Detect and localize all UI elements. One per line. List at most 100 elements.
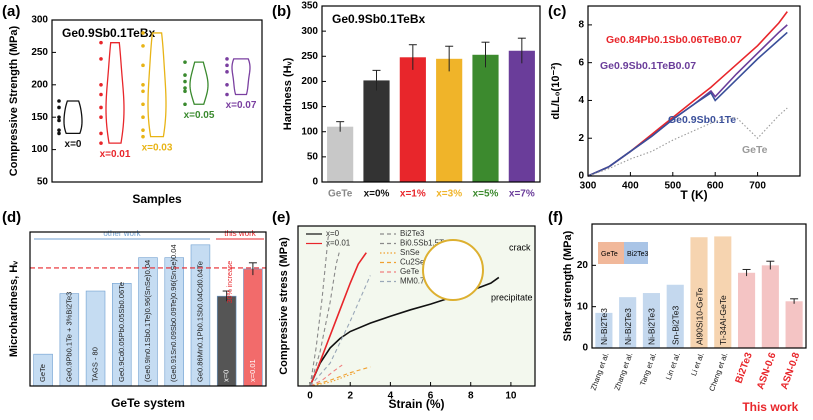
x-tick-label: 8 <box>468 391 474 402</box>
bar <box>761 265 779 348</box>
bar <box>737 272 756 348</box>
legend-label: GeTe <box>400 267 420 276</box>
y-tick-label: 200 <box>301 76 318 87</box>
data-point <box>99 83 103 87</box>
series-label: Ge0.9Sb0.1Te <box>668 114 736 126</box>
panel-label: (b) <box>272 3 291 20</box>
x-tick-label: Tang et al. <box>638 351 658 387</box>
x-tick-label: x=7% <box>509 189 535 200</box>
x-tick-label: 700 <box>749 181 766 192</box>
y-tick-label: 10 <box>577 301 589 312</box>
data-point <box>99 105 103 110</box>
bar <box>508 50 535 182</box>
x-tick-label: Zhang et al. <box>589 351 611 391</box>
legend-label: Bi0.5Sb1.5Te3 <box>400 239 453 248</box>
data-point <box>99 40 103 45</box>
violin <box>189 61 209 105</box>
bar-label: x=0.01 <box>248 359 257 382</box>
plot-frame <box>321 5 541 183</box>
x-tick-label: 300 <box>580 181 597 192</box>
data-point <box>57 105 61 110</box>
y-tick-label: 300 <box>301 26 318 37</box>
bar-label: Ge0.86Mn0.1Pb0.1Sb0.04Cd0.04Te <box>195 261 204 382</box>
y-tick-label: 100 <box>31 144 48 155</box>
x-tick-label: 2 <box>347 391 353 402</box>
y-axis-label: Microhardness, Hᵥ <box>8 260 20 357</box>
data-point <box>183 102 187 107</box>
line <box>587 31 788 177</box>
panel-label: (d) <box>2 209 21 226</box>
data-point <box>141 44 145 48</box>
annotation: precipitate <box>491 292 533 302</box>
x-tick-label: 600 <box>707 181 724 192</box>
series-label: x=0.03 <box>142 142 173 153</box>
series-label: x=0.05 <box>184 110 215 121</box>
series-label: Ge0.84Pb0.1Sb0.06TeB0.07 <box>606 34 742 46</box>
bar-label: Sn-Bi2Te3 <box>670 306 680 345</box>
x-tick-label: ASN-0.8 <box>779 351 803 391</box>
data-point <box>99 57 103 61</box>
data-point <box>141 63 145 68</box>
line <box>309 366 371 387</box>
chart-title: Ge0.9Sb0.1TeBx <box>62 26 155 40</box>
annotation: this work <box>224 229 257 238</box>
series-label: x=0 <box>65 139 82 150</box>
bar <box>642 293 661 348</box>
x-tick-label: 0 <box>307 391 313 402</box>
data-point <box>225 83 229 87</box>
plot-background <box>298 226 535 386</box>
panel-label: (c) <box>548 3 566 20</box>
bar <box>327 126 354 182</box>
panel-label: (a) <box>2 3 20 20</box>
annotation: other work <box>103 229 141 238</box>
x-axis-label: GeTe system <box>111 396 185 410</box>
data-point <box>183 79 187 84</box>
data-point <box>57 118 61 123</box>
bar <box>363 80 390 182</box>
y-tick-label: 6 <box>578 57 584 68</box>
x-tick-label: ASN-0.6 <box>755 351 779 391</box>
series-label: x=0.07 <box>226 100 257 111</box>
bar-label: Ni-Bi2Te3 <box>623 308 633 345</box>
y-tick-label: 8 <box>578 20 584 31</box>
bar <box>714 236 732 348</box>
bar-label: Ni-Bi2Te3 <box>647 308 657 345</box>
annotation: 30% increase <box>227 261 234 304</box>
data-point <box>225 92 229 97</box>
data-point <box>99 141 103 145</box>
y-tick-label: 100 <box>301 126 318 137</box>
line <box>309 252 340 387</box>
y-axis-label: Hardness (Hᵥ) <box>282 57 294 130</box>
x-tick-label: Bi2Te3 <box>734 351 755 385</box>
data-point <box>225 63 229 68</box>
plot-frame <box>591 223 807 349</box>
inset-right <box>624 242 648 264</box>
inset-label: GeTe <box>601 251 618 258</box>
data-point <box>183 73 187 77</box>
violin <box>231 58 251 96</box>
line <box>309 275 371 387</box>
data-point <box>57 115 61 119</box>
y-tick-label: 300 <box>31 15 48 26</box>
bar-label: Ge0.9Pb0.1Te + 3%Bi2Te3 <box>64 292 73 382</box>
y-tick-label: 50 <box>37 177 49 188</box>
panel-label: (e) <box>272 209 290 226</box>
data-point <box>141 83 145 87</box>
y-tick-label: 150 <box>301 101 318 112</box>
y-tick-label: 4 <box>578 95 584 106</box>
x-tick-label: Cheng et al. <box>707 351 729 392</box>
data-point <box>141 31 145 35</box>
x-tick-label: 10 <box>505 391 517 402</box>
data-point <box>57 131 61 136</box>
y-tick-label: 150 <box>31 112 48 123</box>
x-tick-label: 6 <box>428 391 434 402</box>
legend-label: SnSe <box>400 248 420 257</box>
legend-label: Cu2Se <box>400 258 425 267</box>
data-point <box>183 86 187 90</box>
plot-frame <box>29 231 267 387</box>
bar <box>472 54 499 182</box>
bar-label: (Ge0.91Sn0.09Sb0.09Te)0.96(SnSe)0.04 <box>169 244 178 382</box>
y-axis-label: dL/L₀(10⁻³) <box>550 62 562 120</box>
y-tick-label: 250 <box>31 47 48 58</box>
